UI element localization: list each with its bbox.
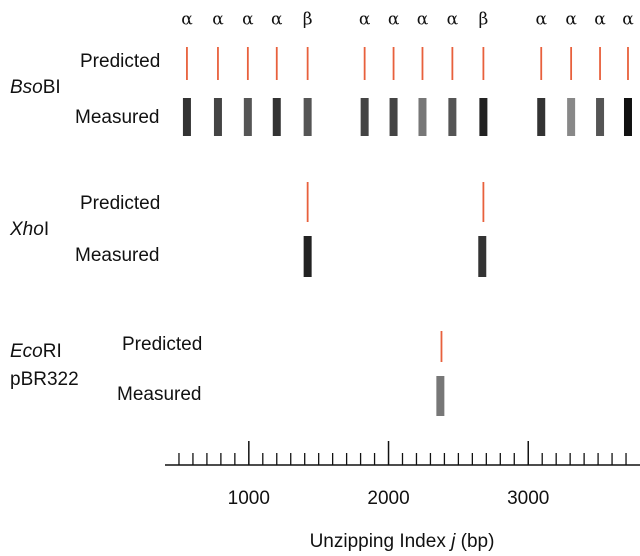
- measured-site: [478, 236, 486, 277]
- measured-site: [479, 98, 487, 136]
- site-label: α: [447, 10, 459, 30]
- site-label: α: [535, 10, 547, 30]
- row-label: Predicted: [80, 193, 160, 214]
- chart: Unzipping Index j (bp) 1000 2000 3000 BsoBI…: [0, 0, 640, 556]
- site-label: α: [388, 10, 400, 30]
- measured-site: [304, 236, 312, 277]
- site-label: α: [242, 10, 254, 30]
- site-label: α: [417, 10, 429, 30]
- site-label: α: [622, 10, 634, 30]
- x-tick-label: 3000: [507, 488, 549, 509]
- measured-site: [273, 98, 281, 136]
- measured-site: [214, 98, 222, 136]
- sample-name-rest: BI: [43, 77, 61, 98]
- measured-site: [448, 98, 456, 136]
- measured-site: [361, 98, 369, 136]
- x-axis-label: Unzipping Index j (bp): [310, 531, 495, 552]
- row-label: Measured: [117, 384, 202, 405]
- sample-name: EcoRI: [10, 341, 62, 362]
- measured-site: [596, 98, 604, 136]
- measured-site: [537, 98, 545, 136]
- sample-name-italic: Eco: [10, 341, 43, 362]
- row-label: Measured: [75, 245, 160, 266]
- measured-site: [624, 98, 632, 136]
- sample-plasmid: pBR322: [10, 369, 79, 390]
- site-label: β: [478, 10, 488, 30]
- site-label: α: [565, 10, 577, 30]
- row-label: Measured: [75, 107, 160, 128]
- measured-site: [183, 98, 191, 136]
- x-tick-label: 1000: [228, 488, 270, 509]
- site-label: α: [271, 10, 283, 30]
- site-label: α: [359, 10, 371, 30]
- site-label: α: [212, 10, 224, 30]
- measured-site: [567, 98, 575, 136]
- measured-site: [390, 98, 398, 136]
- sample-name: BsoBI: [10, 77, 61, 98]
- measured-site: [436, 376, 444, 416]
- row-label: Predicted: [80, 51, 160, 72]
- site-label: α: [594, 10, 606, 30]
- x-tick-label: 2000: [367, 488, 409, 509]
- row-label: Predicted: [122, 334, 202, 355]
- sample-name-rest: RI: [43, 341, 62, 362]
- measured-site: [244, 98, 252, 136]
- site-label: β: [303, 10, 313, 30]
- measured-site: [418, 98, 426, 136]
- sample-name-italic: Xho: [9, 219, 44, 240]
- measured-site: [304, 98, 312, 136]
- sample-name-rest: I: [44, 219, 49, 240]
- sample-name: XhoI: [9, 219, 49, 240]
- site-label: α: [181, 10, 193, 30]
- sample-name-italic: Bso: [10, 77, 43, 98]
